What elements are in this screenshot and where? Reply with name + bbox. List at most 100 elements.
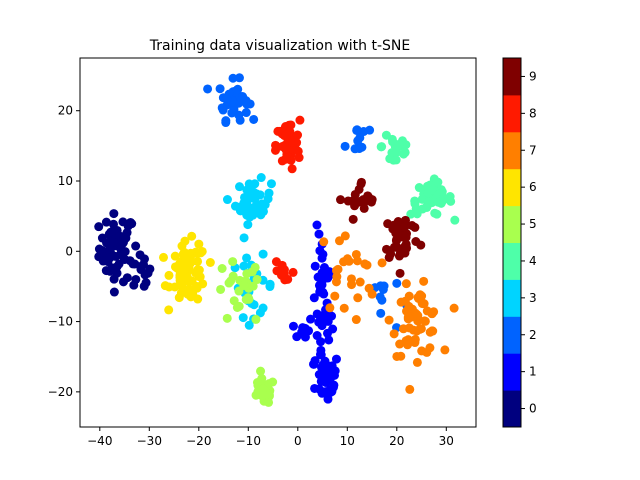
scatter-point [348,214,358,224]
scatter-point [362,260,372,270]
scatter-point [422,347,432,357]
scatter-point [281,143,291,153]
scatter-point [434,197,444,207]
x-axis: −40 −30 −20 −10 0 10 20 30 [87,427,454,448]
scatter-point [376,308,386,318]
scatter-point [365,125,375,135]
scatter-point [412,357,422,367]
x-tick-label: −40 [87,434,112,448]
scatter-point [230,201,240,211]
scatter-point [288,267,298,277]
scatter-point [109,237,119,247]
scatter-point [323,313,333,323]
scatter-point [403,340,413,350]
scatter-point [170,251,180,261]
scatter-point [352,256,362,266]
scatter-point [432,209,442,219]
scatter-point [400,296,410,306]
scatter-point [126,217,136,227]
scatter-point [315,287,325,297]
scatter-point [222,94,232,104]
scatter-point [195,272,205,282]
scatter-point [239,261,249,271]
scatter-point [244,294,254,304]
scatter-point [118,277,128,287]
scatter-point [351,315,361,325]
colorbar-segment [503,131,521,170]
scatter-point [106,227,116,237]
scatter-point [392,278,402,288]
scatter-point [389,220,399,230]
scatter-point [215,84,225,94]
scatter-point [105,244,115,254]
scatter-point [325,303,335,313]
scatter-point [288,321,298,331]
scatter-point [353,293,363,303]
scatter-point [251,314,261,324]
scatter-point [242,185,252,195]
scatter-point [235,182,245,192]
scatter-point [175,276,185,286]
scatter-point [314,280,324,290]
scatter-point [331,354,341,364]
scatter-point [222,313,232,323]
scatter-point [248,281,258,291]
scatter-point [376,142,386,152]
scatter-point [118,217,128,227]
scatter-point [97,245,107,255]
scatter-point [217,264,227,274]
scatter-point [395,268,405,278]
scatter-point [222,195,232,205]
scatter-point [420,316,430,326]
scatter-point [258,249,268,259]
scatter-point [260,200,270,210]
colorbar-tick-label: 2 [529,328,537,342]
chart-title: Training data visualization with t-SNE [149,38,410,54]
y-tick-label: −10 [48,315,73,329]
scatter-point [449,303,459,313]
scatter-point [404,323,414,333]
scatter-point [400,222,410,232]
scatter-point [181,253,191,263]
scatter-point [357,142,367,152]
scatter-point [239,233,249,243]
x-tick-label: −30 [137,434,162,448]
colorbar-tick-label: 7 [529,143,537,157]
scatter-point [401,279,411,289]
scatter-point [234,73,244,83]
scatter-point [250,202,260,212]
scatter-point [228,257,238,267]
scatter-point [170,282,180,292]
scatter-point [139,281,149,291]
scatter-point [428,326,438,336]
scatter-point [411,237,421,247]
scatter-point [101,217,111,227]
scatter-point [131,241,141,251]
scatter-points [94,73,460,407]
scatter-point [403,312,413,322]
scatter-point [193,256,203,266]
scatter-point [273,126,283,136]
scatter-point [112,268,122,278]
colorbar-segment [503,316,521,354]
scatter-point [314,229,324,239]
scatter-point [309,359,319,369]
scatter-point [268,377,278,387]
scatter-point [281,130,291,140]
scatter-point [119,254,129,264]
scatter-point [194,239,204,249]
scatter-point [164,270,174,280]
x-tick-label: 20 [389,434,404,448]
scatter-point [249,114,259,124]
scatter-point [239,281,249,291]
colorbar-tick-label: 6 [529,180,537,194]
x-tick-label: −20 [186,434,211,448]
scatter-point [250,262,260,272]
scatter-point [314,317,324,327]
scatter-point [415,324,425,334]
x-tick-label: 0 [294,434,302,448]
scatter-point [359,203,369,213]
scatter-point [400,147,410,157]
scatter-point [395,339,405,349]
